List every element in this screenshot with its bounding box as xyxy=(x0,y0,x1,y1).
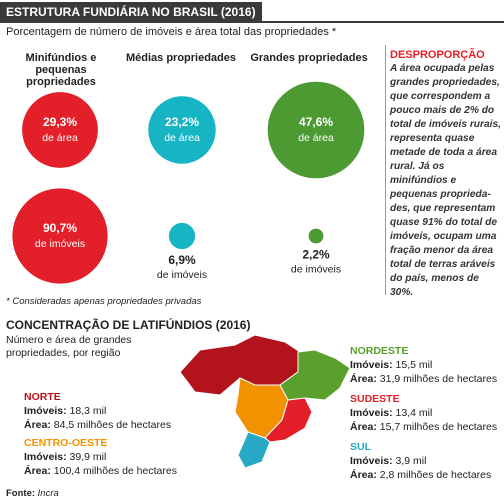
area-caption: de área xyxy=(298,132,334,144)
count-label: Imóveis: xyxy=(350,407,393,419)
area-label: Área: xyxy=(350,469,377,481)
region-name: CENTRO-OESTE xyxy=(24,437,108,449)
region-entry: CENTRO-OESTE Imóveis: 39,9 mil Área: 100,4… xyxy=(24,436,177,478)
region-nordeste xyxy=(279,349,351,401)
count-circle xyxy=(12,188,108,284)
title: ESTRUTURA FUNDIÁRIA NO BRASIL (2016) xyxy=(0,2,262,22)
section-subtitle: Número e área de grandes propriedades, p… xyxy=(6,334,132,359)
area-label: 29,3% xyxy=(43,115,77,129)
divider xyxy=(385,45,386,295)
region-entry: SUL Imóveis: 3,9 mil Área: 2,8 milhões de … xyxy=(350,440,491,482)
count-label: Imóveis: xyxy=(24,451,67,463)
footnote: * Consideradas apenas propriedades priva… xyxy=(6,296,202,307)
area-circle xyxy=(267,81,365,179)
region-name: SUDESTE xyxy=(350,393,400,405)
count-label: Imóveis: xyxy=(350,359,393,371)
sidebar-text: A área ocupada pelas grandes propriedade… xyxy=(390,63,501,298)
count-label: Imóveis: xyxy=(24,405,67,417)
area-label: Área: xyxy=(350,373,377,385)
count-label: 90,7% xyxy=(43,221,77,235)
area-circle xyxy=(148,96,216,164)
region-count: Imóveis: 39,9 mil xyxy=(24,450,177,464)
count-caption: de imóveis xyxy=(157,269,207,281)
count-label: Imóveis: xyxy=(350,455,393,467)
area-label: 47,6% xyxy=(299,115,333,129)
brazil-map xyxy=(179,334,351,469)
region-name: NORTE xyxy=(24,391,61,403)
region-area: Área: 100,4 milhões de hectares xyxy=(24,464,177,478)
group-name: Médias propriedades xyxy=(125,52,237,64)
region-area: Área: 31,9 milhões de hectares xyxy=(350,372,497,386)
region-count: Imóveis: 3,9 mil xyxy=(350,454,491,468)
region-entry: NORDESTE Imóveis: 15,5 mil Área: 31,9 milh… xyxy=(350,344,497,386)
region-area: Área: 84,5 milhões de hectares xyxy=(24,418,171,432)
region-entry: NORTE Imóveis: 18,3 mil Área: 84,5 milhões… xyxy=(24,390,171,432)
region-count: Imóveis: 13,4 mil xyxy=(350,406,497,420)
region-count: Imóveis: 15,5 mil xyxy=(350,358,497,372)
section-title: CONCENTRAÇÃO DE LATIFÚNDIOS (2016) xyxy=(6,318,251,332)
area-circle xyxy=(22,92,98,168)
region-name: NORDESTE xyxy=(350,345,409,357)
region-area: Área: 2,8 milhões de hectares xyxy=(350,468,491,482)
subtitle: Porcentagem de número de imóveis e área … xyxy=(6,26,337,38)
count-value: 13,4 mil xyxy=(395,407,433,419)
count-caption: de imóveis xyxy=(291,263,341,275)
area-caption: de área xyxy=(42,132,78,144)
count-circle xyxy=(308,228,324,244)
area-value: 100,4 milhões de hectares xyxy=(53,465,177,477)
sidebar-title: DESPROPORÇÃO xyxy=(390,49,485,61)
region-sul xyxy=(237,431,271,469)
area-caption: de área xyxy=(164,132,200,144)
group-name: Minifúndios e pequenas propriedades xyxy=(25,52,97,88)
source-text: Incra xyxy=(37,488,59,499)
area-value: 31,9 milhões de hectares xyxy=(379,373,498,385)
sidebar: DESPROPORÇÃO A área ocupada pelas grande… xyxy=(390,48,502,300)
region-count: Imóveis: 18,3 mil xyxy=(24,404,171,418)
rule xyxy=(0,21,504,23)
count-value: 15,5 mil xyxy=(395,359,433,371)
source: Fonte: Incra xyxy=(6,488,59,499)
group-name: Grandes propriedades xyxy=(250,52,368,64)
count-circle xyxy=(168,222,196,250)
count-value: 3,9 mil xyxy=(395,455,427,467)
area-label: Área: xyxy=(24,419,51,431)
count-label: 6,9% xyxy=(168,253,196,267)
area-label: 23,2% xyxy=(165,115,199,129)
area-label: Área: xyxy=(24,465,51,477)
count-label: 2,2% xyxy=(302,247,330,261)
count-value: 18,3 mil xyxy=(69,405,107,417)
count-caption: de imóveis xyxy=(35,238,85,250)
area-value: 84,5 milhões de hectares xyxy=(53,419,172,431)
area-value: 2,8 milhões de hectares xyxy=(379,469,492,481)
region-entry: SUDESTE Imóveis: 13,4 mil Área: 15,7 milhõ… xyxy=(350,392,497,434)
region-name: SUL xyxy=(350,441,371,453)
area-value: 15,7 milhões de hectares xyxy=(379,421,498,433)
source-label: Fonte: xyxy=(6,488,36,499)
area-label: Área: xyxy=(350,421,377,433)
count-value: 39,9 mil xyxy=(69,451,107,463)
region-area: Área: 15,7 milhões de hectares xyxy=(350,420,497,434)
